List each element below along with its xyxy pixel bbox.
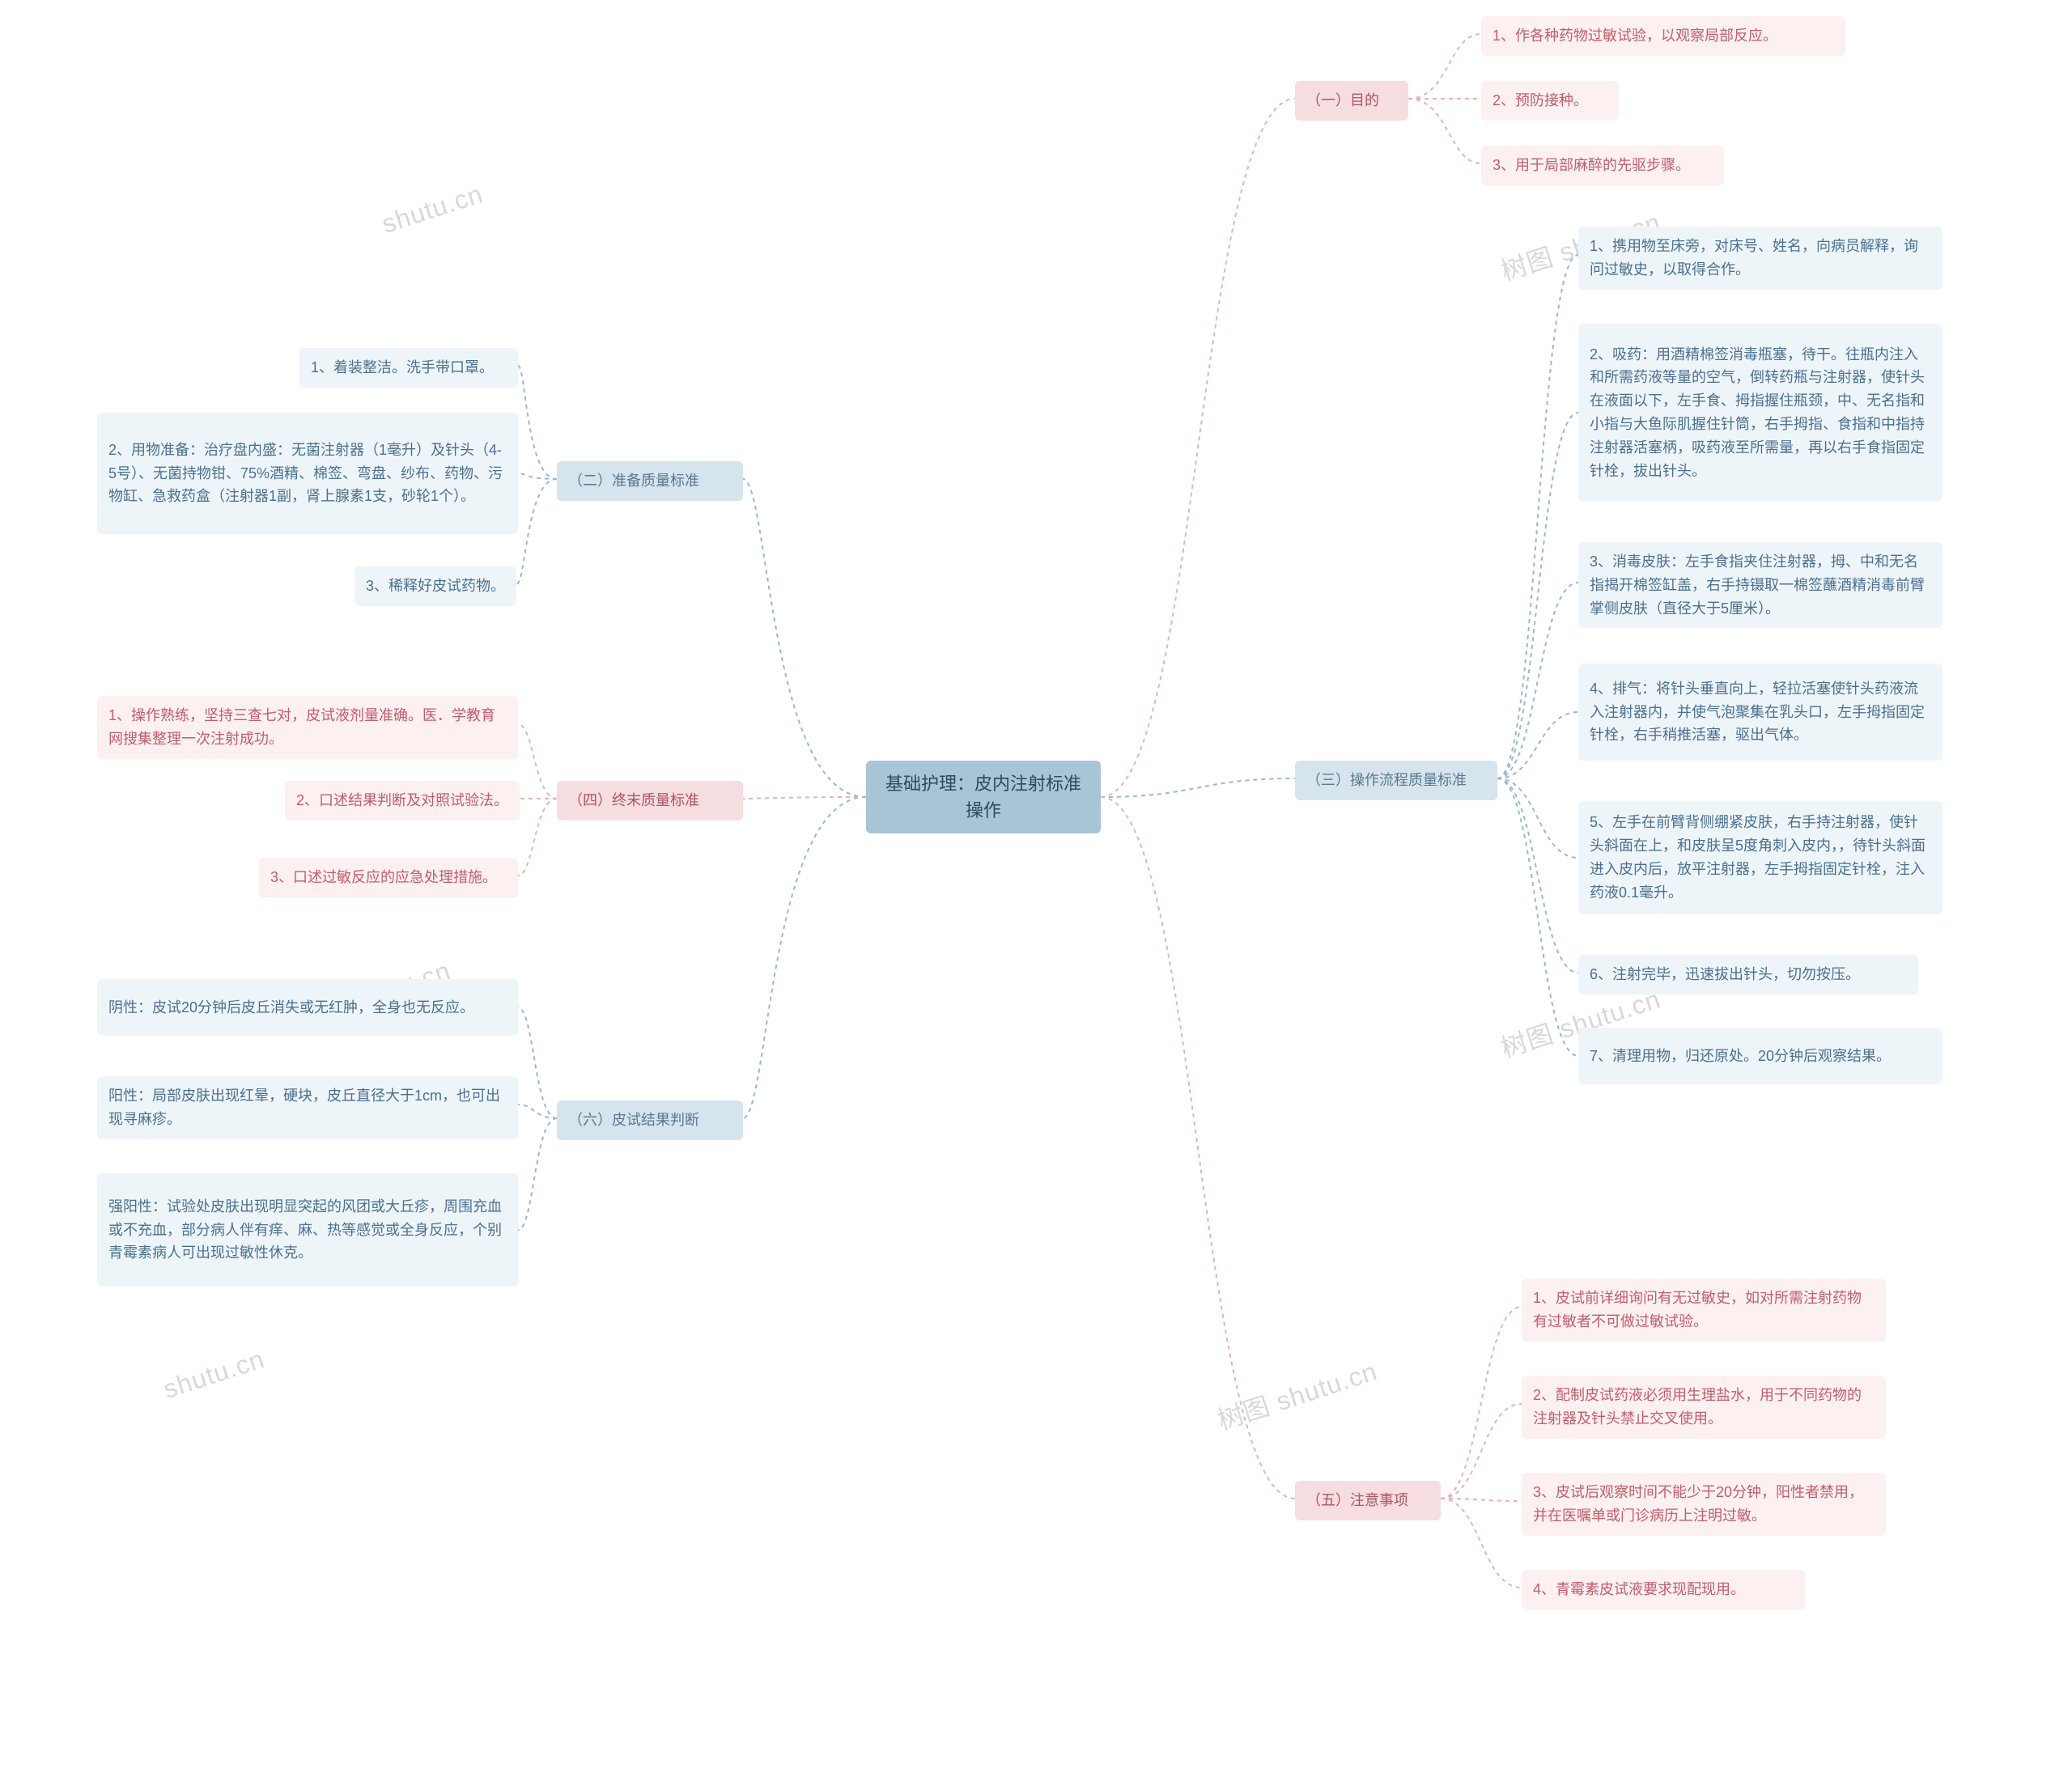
branch-procedure: （三）操作流程质量标准 [1295,761,1497,800]
leaf-b5-1: 1、皮试前详细询问有无过敏史，如对所需注射药物有过敏者不可做过敏试验。 [1522,1279,1886,1342]
leaf-b3-7: 7、清理用物，归还原处。20分钟后观察结果。 [1578,1028,1942,1084]
leaf-b5-2: 2、配制皮试药液必须用生理盐水，用于不同药物的注射器及针头禁止交叉使用。 [1522,1376,1886,1439]
leaf-b4-1: 1、操作熟练，坚持三查七对，皮试液剂量准确。医．学教育网搜集整理一次注射成功。 [97,696,518,759]
leaf-b3-6: 6、注射完毕，迅速拔出针头，切勿按压。 [1578,955,1918,994]
branch-preparation: （二）准备质量标准 [557,461,743,501]
leaf-b3-1: 1、携用物至床旁，对床号、姓名，向病员解释，询问过敏史，以取得合作。 [1578,227,1942,290]
leaf-b4-2: 2、口述结果判断及对照试验法。 [285,781,520,821]
center-title-line1: 基础护理：皮内注射标准 [885,770,1081,797]
leaf-b1-3: 3、用于局部麻醉的先驱步骤。 [1481,146,1724,185]
leaf-b2-1: 1、着装整洁。洗手带口罩。 [299,348,518,388]
leaf-b6-1: 阴性：皮试20分钟后皮丘消失或无红肿，全身也无反应。 [97,979,518,1036]
leaf-b6-3: 强阳性：试验处皮肤出现明显突起的风团或大丘疹，周围充血或不充血，部分病人伴有痒、… [97,1173,518,1287]
leaf-b2-3: 3、稀释好皮试药物。 [355,566,516,606]
branch-purpose: （一）目的 [1295,81,1408,121]
watermark: 树图 shutu.cn [1212,1351,1382,1437]
leaf-b5-4: 4、青霉素皮试液要求现配现用。 [1522,1570,1805,1609]
leaf-b3-4: 4、排气：将针头垂直向上，轻拉活塞使针头药液流入注射器内，并使气泡聚集在乳头口，… [1578,664,1942,761]
center-node: 基础护理：皮内注射标准 操作 [866,761,1101,833]
leaf-b3-5: 5、左手在前臂背侧绷紧皮肤，右手持注射器，使针头斜面在上，和皮肤呈5度角刺入皮内… [1578,801,1942,914]
leaf-b3-2: 2、吸药：用酒精棉签消毒瓶塞，待干。往瓶内注入和所需药液等量的空气，倒转药瓶与注… [1578,324,1942,502]
branch-judgement: （六）皮试结果判断 [557,1100,743,1140]
leaf-b3-3: 3、消毒皮肤：左手食指夹住注射器，拇、中和无名指揭开棉签缸盖，右手持镊取一棉签蘸… [1578,542,1942,628]
branch-precautions: （五）注意事项 [1295,1481,1441,1520]
leaf-b4-3: 3、口述过敏反应的应急处理措施。 [259,858,518,897]
leaf-b1-2: 2、预防接种。 [1481,81,1619,121]
watermark: shutu.cn [378,179,486,240]
watermark: shutu.cn [159,1344,268,1405]
leaf-b5-3: 3、皮试后观察时间不能少于20分钟，阳性者禁用，并在医嘱单或门诊病历上注明过敏。 [1522,1473,1886,1536]
branch-final: （四）终末质量标准 [557,781,743,821]
center-title-line2: 操作 [966,797,1001,824]
leaf-b1-1: 1、作各种药物过敏试验，以观察局部反应。 [1481,16,1845,56]
leaf-b2-2: 2、用物准备：治疗盘内盛：无菌注射器（1毫升）及针头（4-5号）、无菌持物钳、7… [97,413,518,534]
leaf-b6-2: 阳性：局部皮肤出现红晕，硬块，皮丘直径大于1cm，也可出现寻麻疹。 [97,1076,518,1139]
